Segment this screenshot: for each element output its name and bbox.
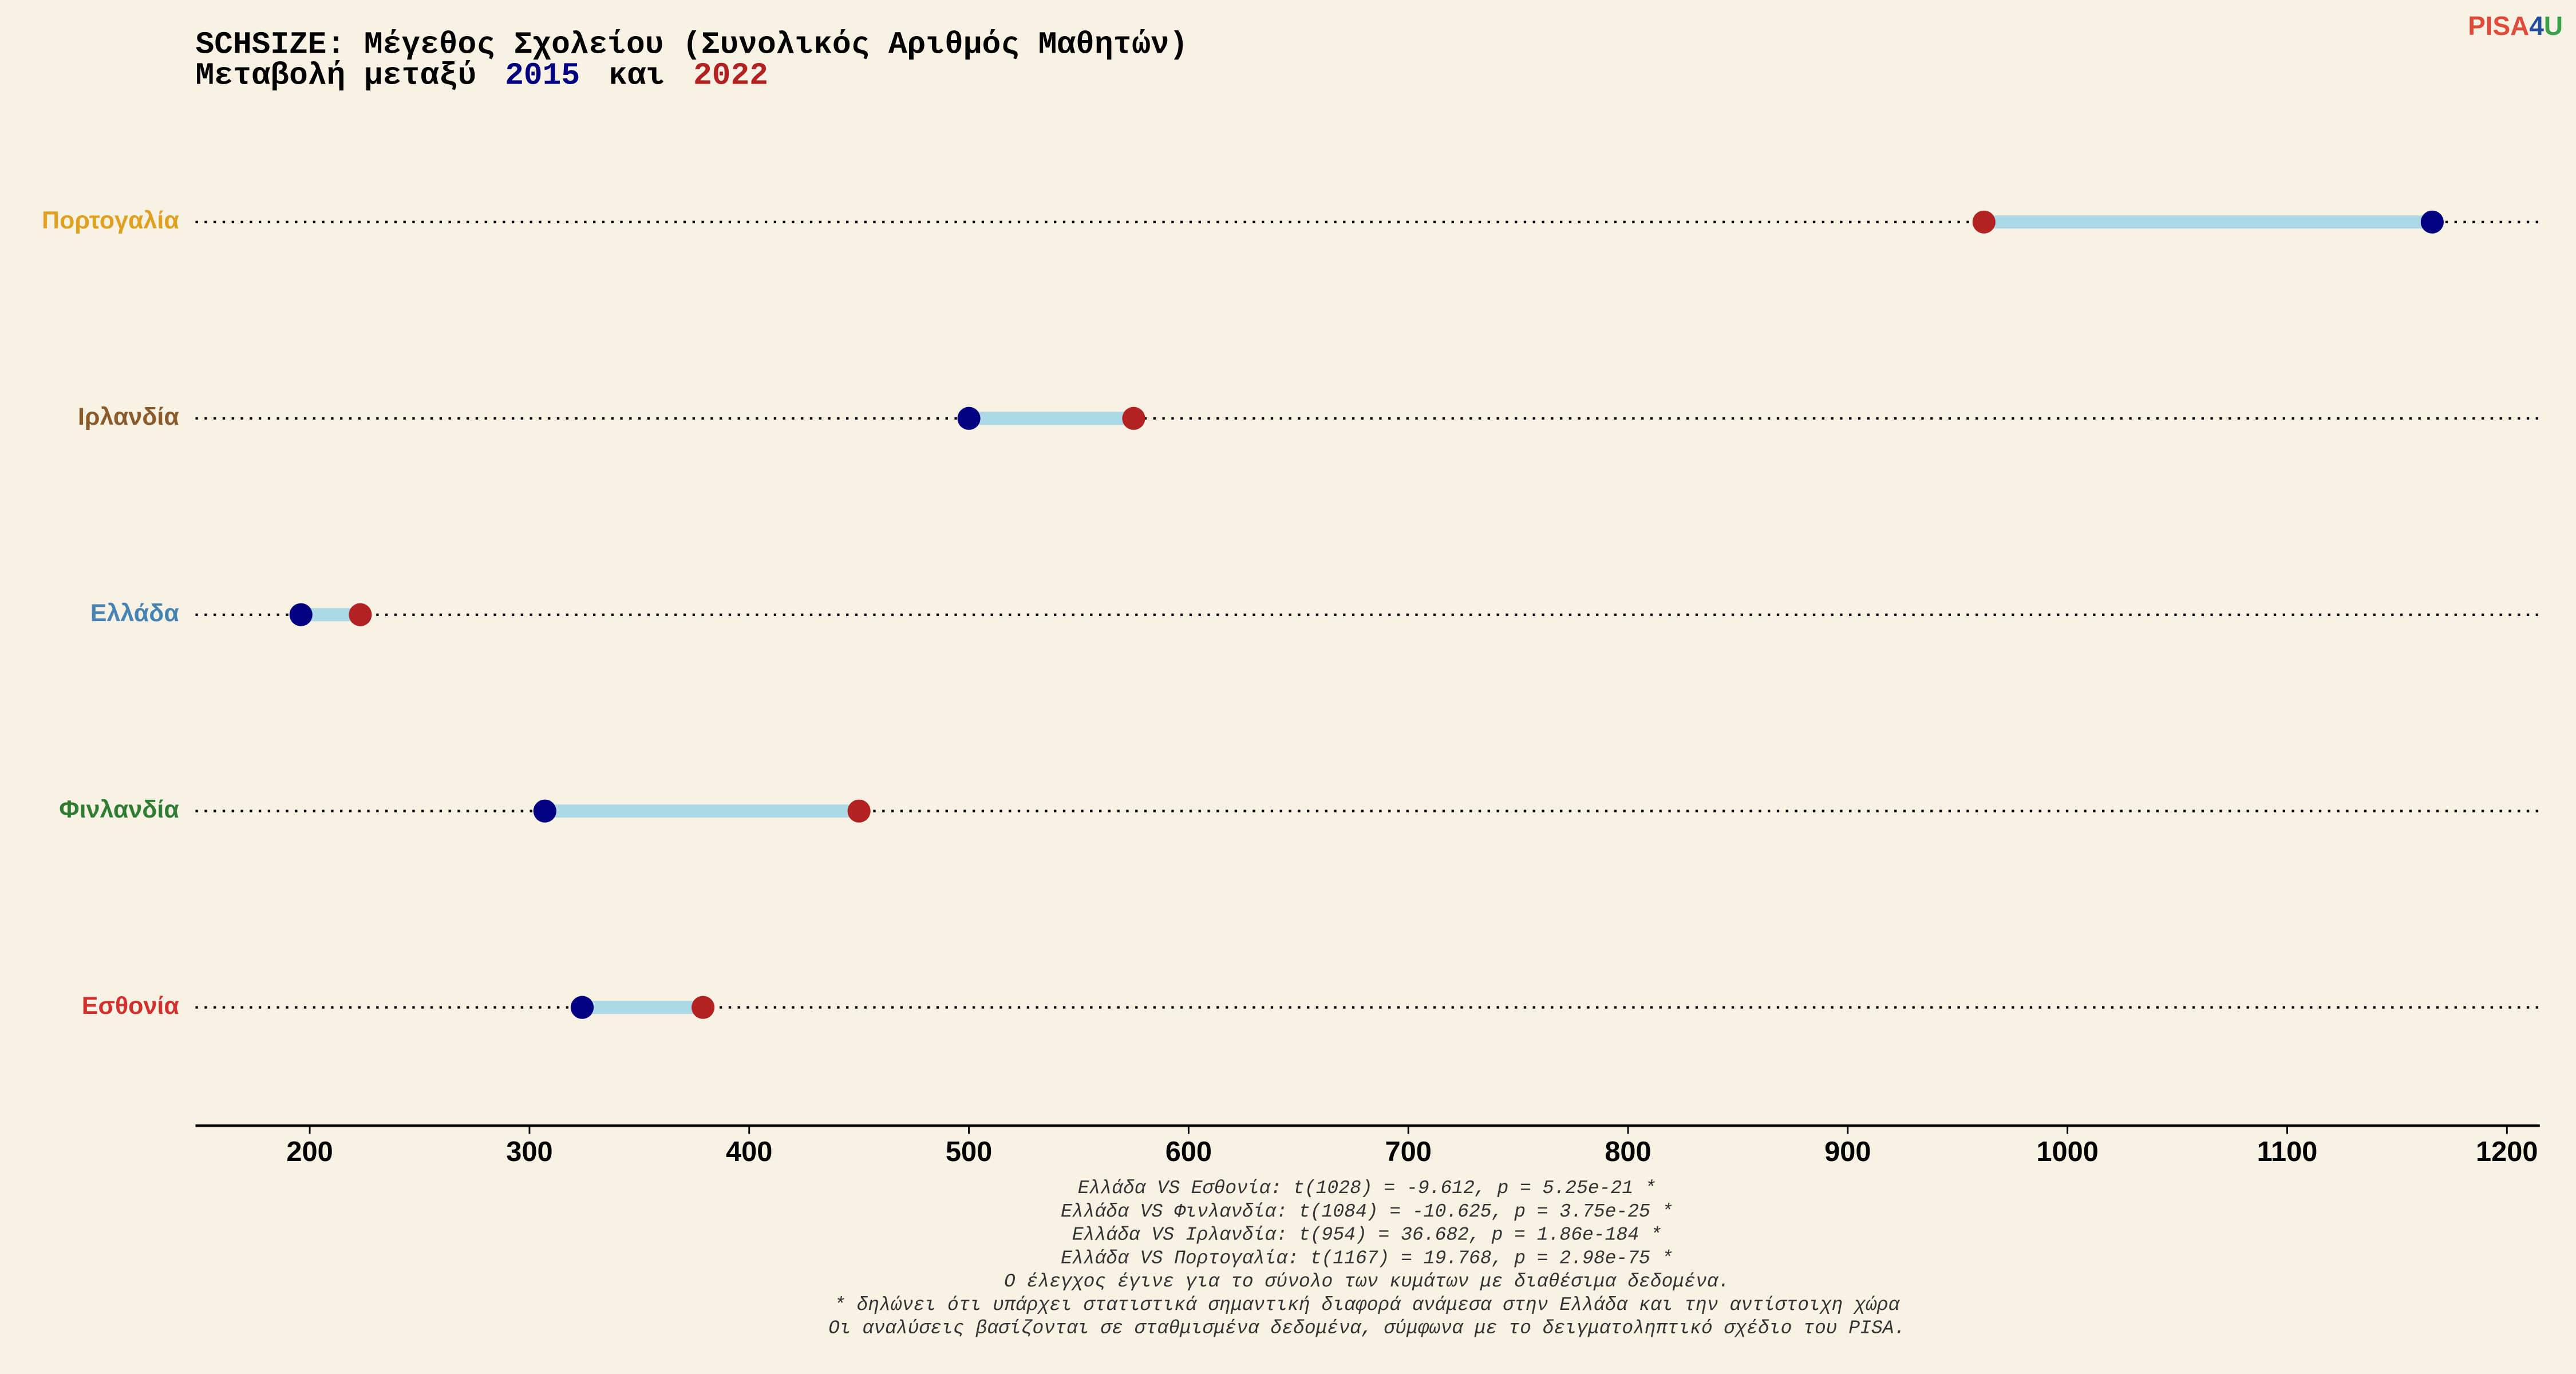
subtitle-connector: και: [609, 59, 665, 94]
y-tick-label: Ελλάδα: [90, 599, 180, 627]
logo-part: U: [2544, 11, 2563, 41]
legend-entry: 2015: [505, 59, 580, 94]
logo-part: 4: [2529, 11, 2544, 41]
footnote: Ο έλεγχος έγινε για το σύνολο των κυμάτω…: [1004, 1271, 1729, 1292]
dot: [289, 603, 313, 626]
dot: [570, 996, 594, 1019]
logo-part: PISA: [2468, 11, 2529, 41]
x-tick-label: 500: [946, 1136, 992, 1167]
x-tick-label: 1000: [2036, 1136, 2099, 1167]
dot: [2420, 210, 2444, 234]
chart-subtitle: Μεταβολή μεταξύ 2015 και 2022: [196, 59, 768, 94]
chart-title: SCHSIZE: Μέγεθος Σχολείου (Συνολικός Αρι…: [196, 27, 1188, 62]
x-tick-label: 600: [1165, 1136, 1212, 1167]
legend-entry: 2022: [693, 59, 768, 94]
y-tick-label: Πορτογαλία: [42, 207, 179, 234]
x-tick-label: 1100: [2257, 1136, 2318, 1167]
y-tick-label: Ιρλανδία: [78, 403, 179, 431]
x-tick-label: 1200: [2476, 1136, 2538, 1167]
footnote: Ελλάδα VS Εσθονία: t(1028) = -9.612, p =…: [1078, 1178, 1656, 1199]
dot: [349, 603, 372, 626]
dot: [1122, 406, 1145, 430]
dot: [692, 996, 715, 1019]
footnote: Ελλάδα VS Ιρλανδία: t(954) = 36.682, p =…: [1072, 1225, 1662, 1246]
footnote: Οι αναλύσεις βασίζονται σε σταθμισμένα δ…: [828, 1318, 1905, 1339]
subtitle-text: Μεταβολή μεταξύ: [196, 59, 477, 94]
logo: PISA4U: [2468, 11, 2563, 41]
x-tick-label: 900: [1824, 1136, 1871, 1167]
x-tick-label: 800: [1605, 1136, 1651, 1167]
dot: [1972, 210, 1996, 234]
x-tick-label: 200: [286, 1136, 333, 1167]
x-tick-label: 700: [1385, 1136, 1432, 1167]
y-tick-label: Εσθονία: [82, 992, 180, 1020]
footnote: Ελλάδα VS Φινλανδία: t(1084) = -10.625, …: [1061, 1201, 1673, 1222]
x-tick-label: 400: [726, 1136, 772, 1167]
footnote: * δηλώνει ότι υπάρχει στατιστικά σημαντι…: [834, 1294, 1901, 1316]
dot: [957, 406, 981, 430]
dot: [847, 799, 871, 823]
footnote: Ελλάδα VS Πορτογαλία: t(1167) = 19.768, …: [1061, 1247, 1673, 1269]
x-tick-label: 300: [506, 1136, 552, 1167]
y-tick-label: Φινλανδία: [59, 796, 179, 823]
dot: [533, 799, 556, 823]
